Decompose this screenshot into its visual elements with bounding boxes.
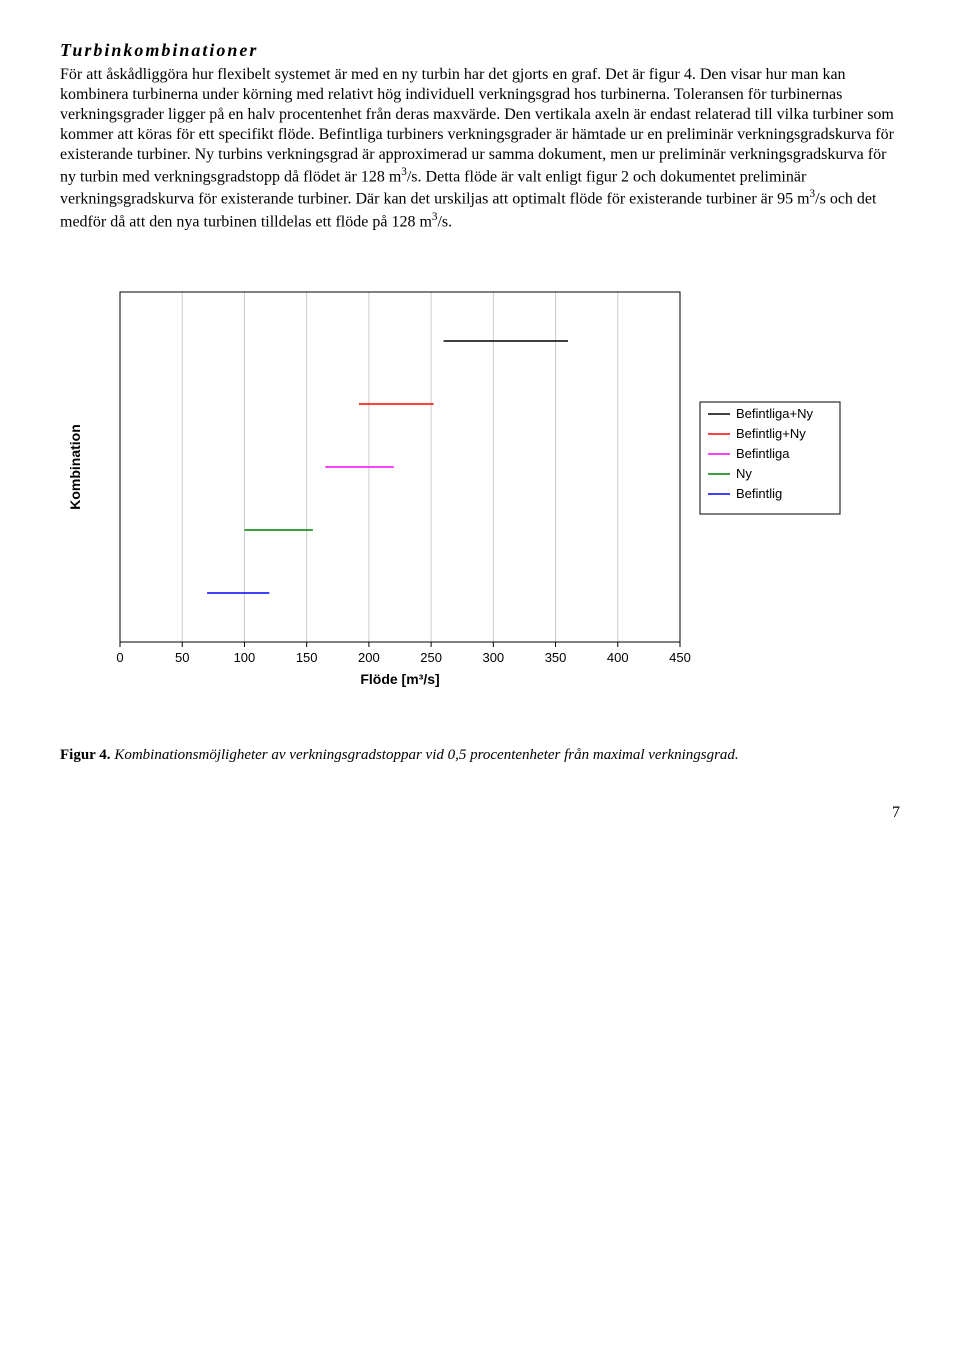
svg-text:Befintliga: Befintliga [736, 446, 790, 461]
svg-text:250: 250 [420, 650, 442, 665]
svg-text:350: 350 [545, 650, 567, 665]
chart-container: 0 50 100 150 200 250 300 350 400 450 Flöde [m³/s] K… [60, 282, 900, 697]
caption-label: Figur 4. [60, 747, 111, 763]
svg-text:Befintlig: Befintlig [736, 486, 782, 501]
svg-text:50: 50 [175, 650, 189, 665]
para-text-4: /s. [437, 213, 452, 230]
svg-text:200: 200 [358, 650, 380, 665]
section-heading: Turbinkombinationer [60, 40, 900, 61]
svg-text:0: 0 [116, 650, 123, 665]
svg-text:Kombination: Kombination [67, 424, 83, 510]
svg-text:300: 300 [482, 650, 504, 665]
svg-text:450: 450 [669, 650, 691, 665]
svg-text:400: 400 [607, 650, 629, 665]
svg-text:100: 100 [234, 650, 256, 665]
svg-text:Befintlig+Ny: Befintlig+Ny [736, 426, 806, 441]
page-number: 7 [60, 804, 900, 822]
caption-text: Kombinationsmöjligheter av verkningsgrad… [111, 747, 739, 763]
svg-text:150: 150 [296, 650, 318, 665]
body-paragraph: För att åskådliggöra hur flexibelt syste… [60, 65, 900, 232]
combination-chart: 0 50 100 150 200 250 300 350 400 450 Flöde [m³/s] K… [60, 282, 870, 692]
svg-text:Ny: Ny [736, 466, 752, 481]
svg-text:Flöde [m³/s]: Flöde [m³/s] [360, 671, 439, 687]
figure-caption: Figur 4. Kombinationsmöjligheter av verk… [60, 747, 900, 764]
svg-text:Befintliga+Ny: Befintliga+Ny [736, 406, 813, 421]
